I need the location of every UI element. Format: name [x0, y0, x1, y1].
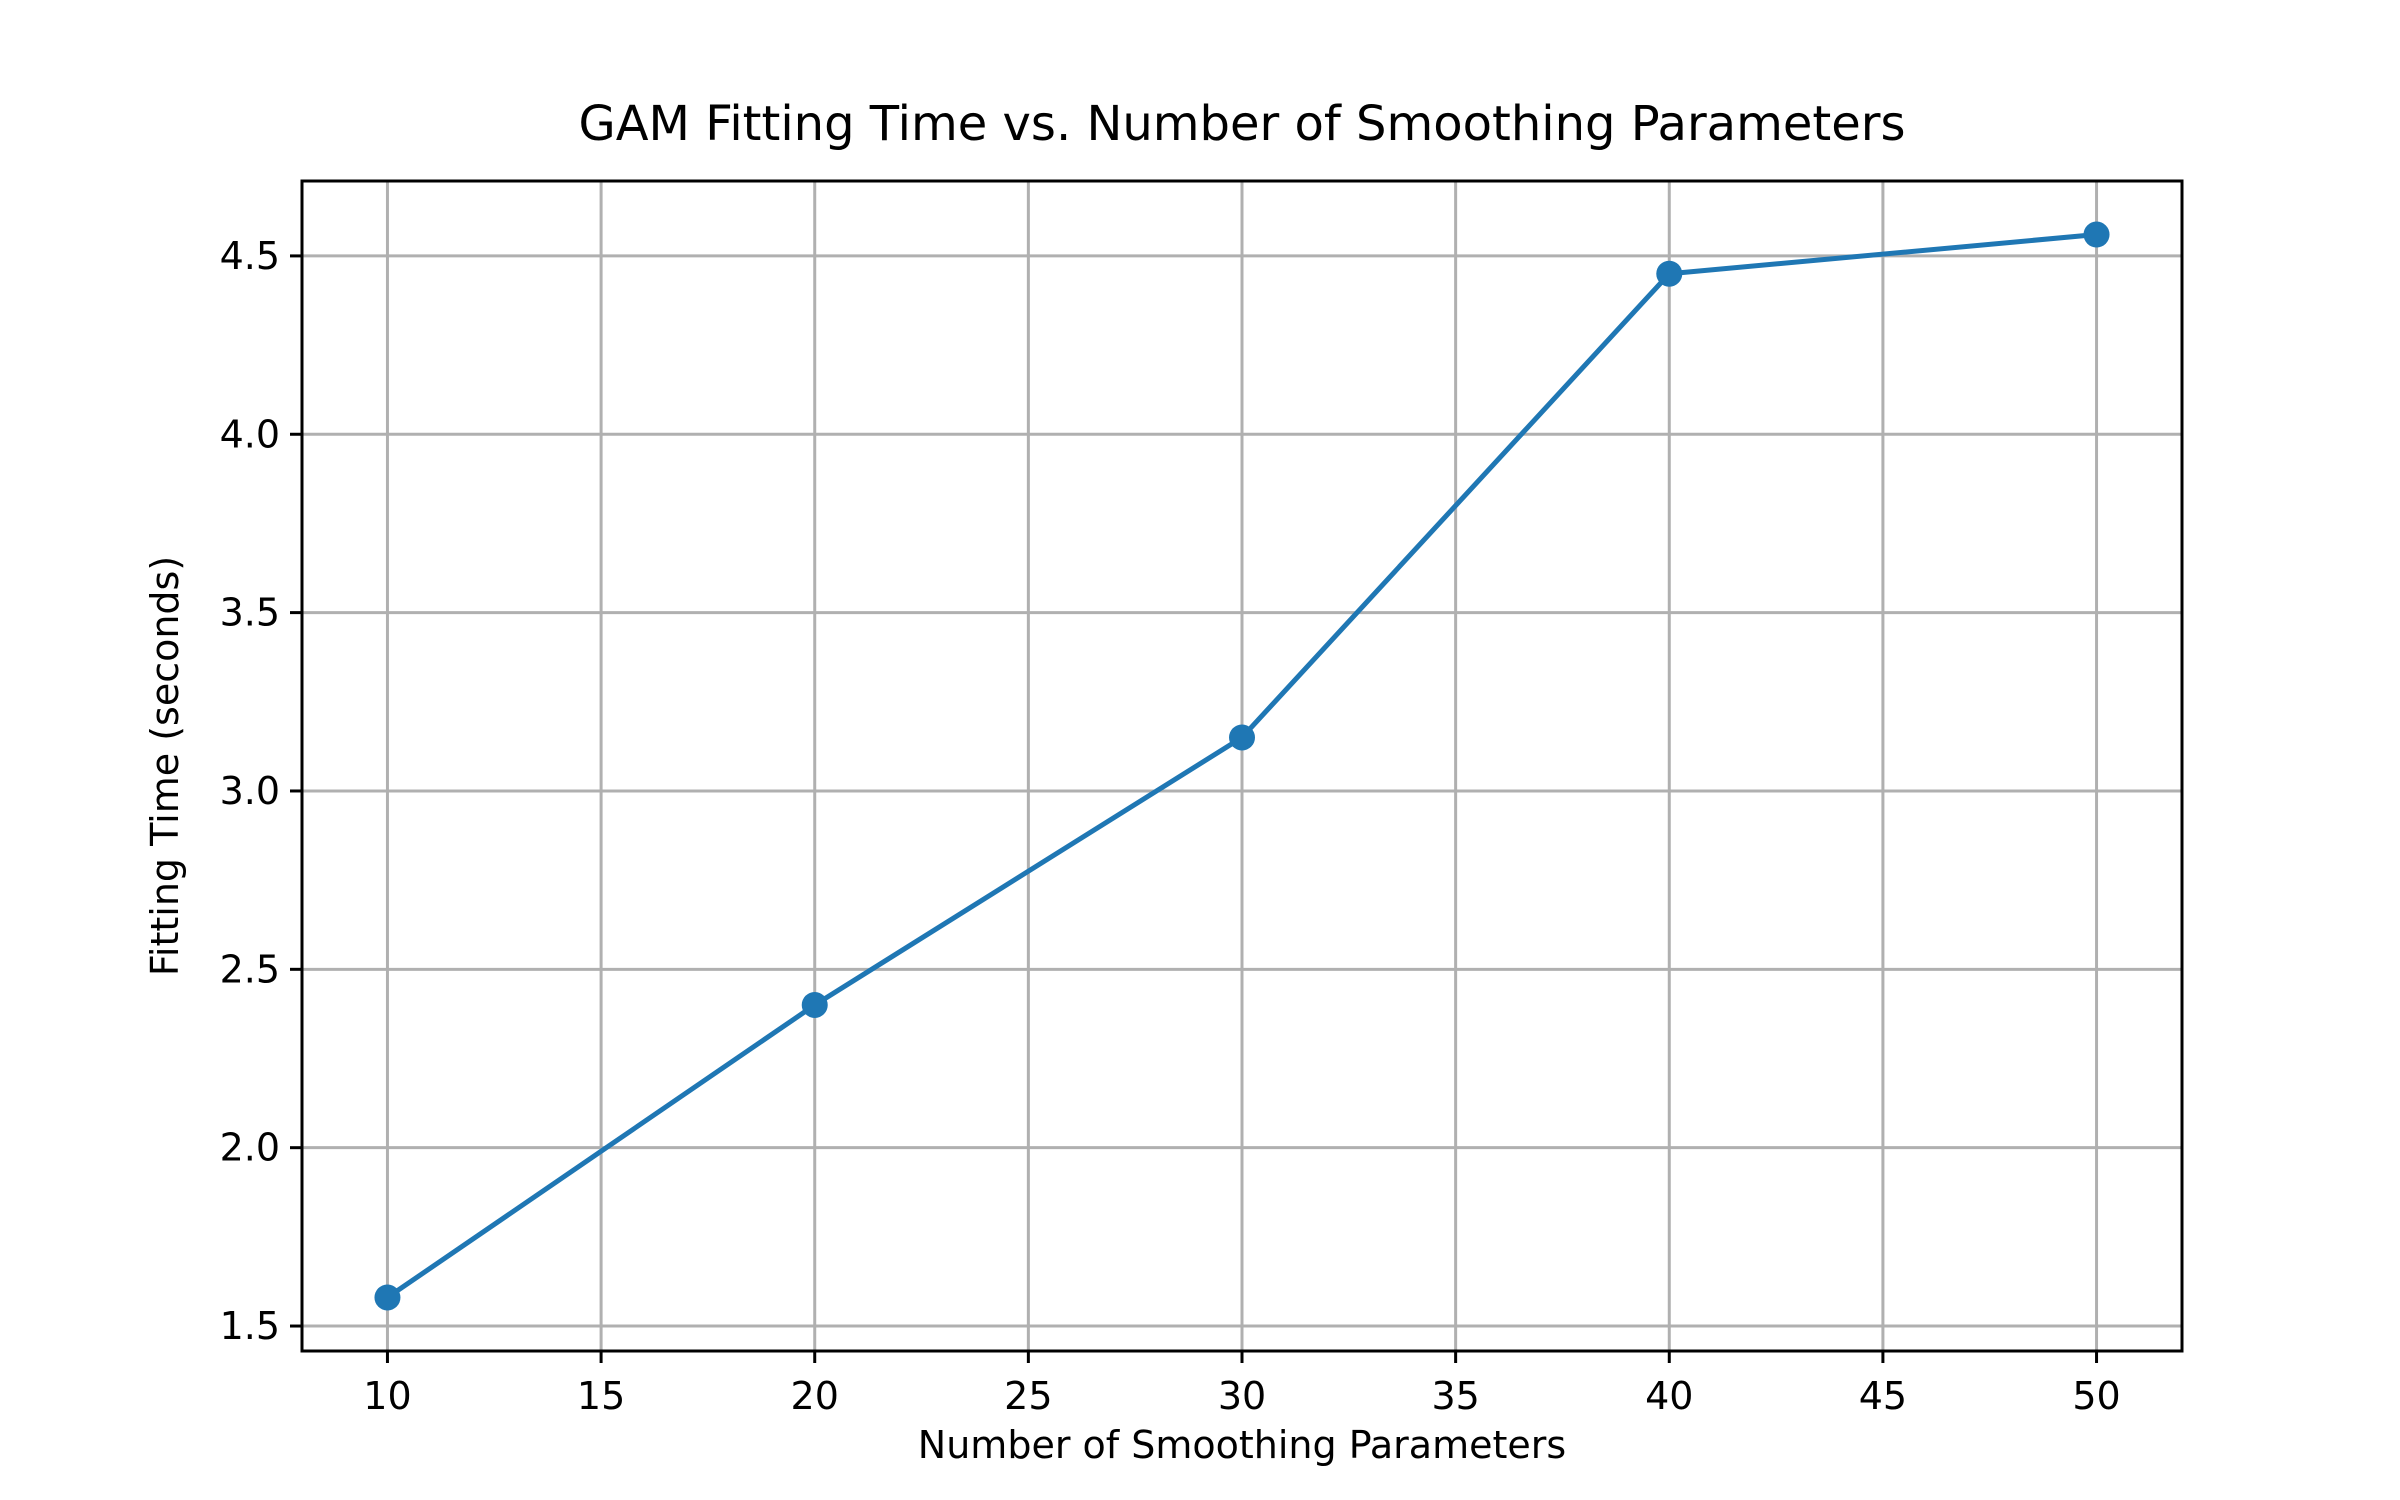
y-tick-label: 3.5: [220, 591, 280, 635]
y-tick-label: 2.0: [220, 1126, 280, 1170]
x-tick-label: 15: [577, 1374, 625, 1418]
data-point: [801, 991, 828, 1018]
chart-title: GAM Fitting Time vs. Number of Smoothing…: [579, 96, 1906, 152]
y-tick-label: 3.0: [220, 769, 280, 813]
data-point: [374, 1284, 401, 1311]
series-layer: [374, 221, 2110, 1311]
tick-layer: 10 15 20 25 30 35 40 45 50 1.5 2.0 2.5 3.0 3.5 4.0 4.5: [220, 234, 2121, 1418]
y-tick-label: 1.5: [220, 1304, 280, 1348]
x-tick-label: 40: [1645, 1374, 1693, 1418]
data-point: [1229, 724, 1255, 751]
x-tick-label: 30: [1218, 1374, 1266, 1418]
x-tick-label: 25: [1004, 1374, 1052, 1418]
data-point: [2083, 221, 2110, 248]
x-tick-label: 10: [363, 1374, 411, 1418]
y-axis-label: Fitting Time (seconds): [143, 556, 187, 976]
x-tick-label: 50: [2072, 1374, 2120, 1418]
x-tick-label: 35: [1431, 1374, 1479, 1418]
grid-layer: [302, 181, 2182, 1351]
data-point: [1656, 260, 1683, 287]
y-tick-label: 4.5: [220, 234, 280, 278]
x-tick-label: 20: [791, 1374, 839, 1418]
x-tick-label: 45: [1859, 1374, 1907, 1418]
y-tick-label: 4.0: [220, 412, 280, 456]
x-axis-label: Number of Smoothing Parameters: [918, 1423, 1566, 1467]
y-tick-label: 2.5: [220, 947, 280, 991]
